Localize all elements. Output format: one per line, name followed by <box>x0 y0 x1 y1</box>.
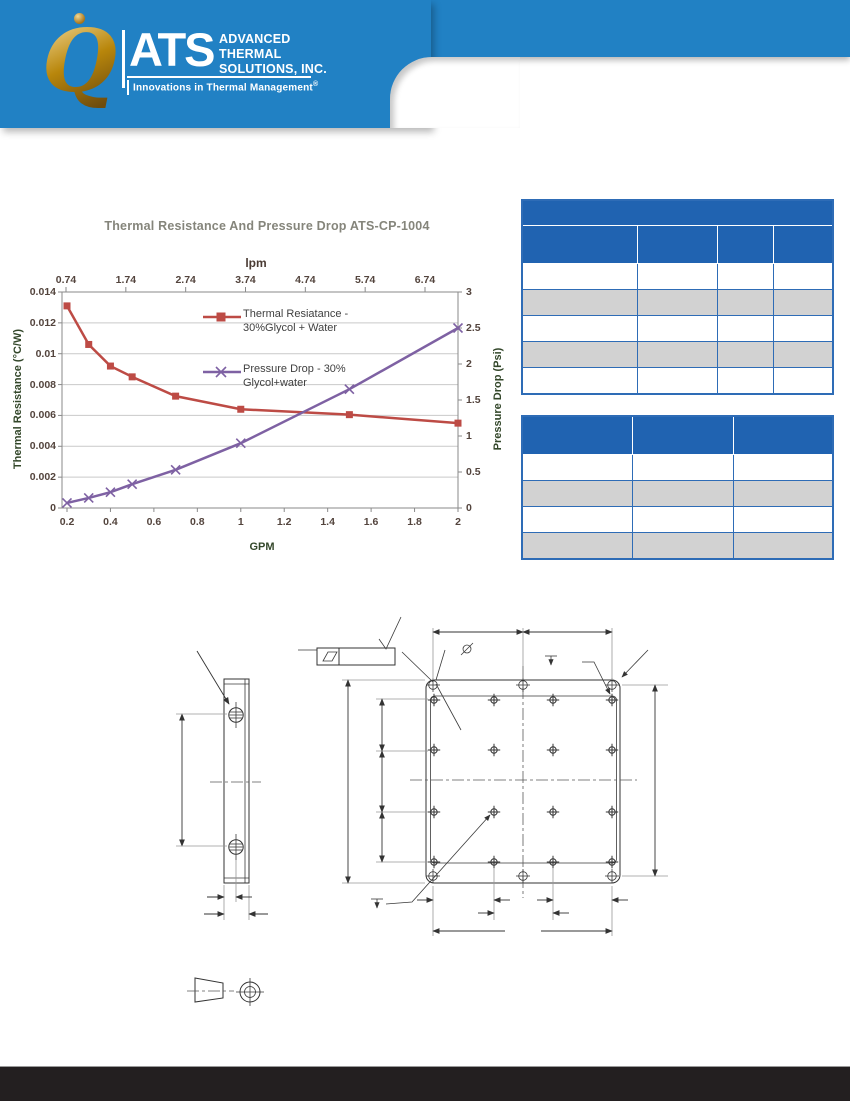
purple-line-x-marker-icon <box>203 366 241 378</box>
flatness-icon <box>322 651 338 662</box>
axis-tick-label: 2 <box>466 358 472 370</box>
table-row <box>521 480 834 507</box>
axis-tick-label: 0.5 <box>466 466 481 478</box>
axis-tick-label: 1.2 <box>276 516 292 528</box>
ats-logo: Q ATS ADVANCED THERMAL SOLUTIONS, INC. I… <box>40 10 330 115</box>
axis-tick-label: 1 <box>466 430 472 442</box>
registered-mark: ® <box>312 81 319 88</box>
red-line-square-marker-icon <box>203 312 241 322</box>
engineering-drawing <box>176 616 668 1006</box>
legend-entry-pressure-drop: Pressure Drop - 30% Glycol+water <box>203 363 348 390</box>
depth-callout-top <box>545 655 611 695</box>
spec-table-1 <box>521 199 834 395</box>
axis-tick-label: 0 <box>466 502 472 514</box>
axis-tick-label: 1.5 <box>466 394 481 406</box>
table-row <box>521 341 834 368</box>
axis-tick-label: 3.74 <box>235 274 256 286</box>
axis-tick-label: 4.74 <box>295 274 316 286</box>
table-row <box>521 263 834 290</box>
gdt-callouts <box>298 616 649 909</box>
legend-label: Thermal Resiatance - 30%Glycol + Water <box>243 308 348 335</box>
legend-label-line2: 30%Glycol + Water <box>243 321 338 334</box>
top-view <box>342 628 668 936</box>
surface-finish-icon <box>378 616 402 650</box>
axis-tick-label: 1.4 <box>320 516 335 528</box>
depth-callout-bottom <box>371 814 491 909</box>
axis-tick-label: 2.74 <box>175 274 196 286</box>
axis-tick-label: 2 <box>455 516 461 528</box>
axis-tick-label: 1.6 <box>363 516 379 528</box>
side-view <box>176 650 268 920</box>
top-axis-title: lpm <box>245 256 267 270</box>
axis-tick-label: 0.74 <box>55 274 77 286</box>
axis-tick-label: 0 <box>50 502 56 514</box>
axis-tick-label: 0.012 <box>29 316 56 329</box>
axis-tick-label: 0.2 <box>59 516 75 528</box>
axis-tick-label: 0.006 <box>29 409 56 422</box>
axis-tick-label: 0.014 <box>29 286 56 298</box>
company-name-line1: ADVANCED <box>219 32 291 46</box>
axis-tick-label: 2.5 <box>466 322 481 334</box>
logo-tagline: Innovations in Thermal Management® <box>127 80 319 96</box>
inlet-outlet-ports <box>228 702 244 860</box>
legend-label: Pressure Drop - 30% Glycol+water <box>243 363 346 390</box>
diameter-callout <box>435 642 474 731</box>
company-name-line2: THERMAL <box>219 47 282 61</box>
table2-header-row <box>521 415 834 455</box>
footer-band <box>0 1066 850 1101</box>
company-name: ADVANCED THERMAL SOLUTIONS, INC. <box>219 32 327 77</box>
table1-header-row <box>521 225 834 264</box>
chart-title: Thermal Resistance And Pressure Drop ATS… <box>104 219 430 233</box>
bottom-axis-title: GPM <box>249 541 275 553</box>
axis-tick-label: 0.008 <box>29 378 56 391</box>
legend-label-line2: Glycol+water <box>243 376 307 389</box>
axis-tick-label: 0.01 <box>35 347 56 360</box>
axis-tick-label: 1.8 <box>407 516 422 528</box>
logo-rule <box>127 76 311 78</box>
axis-tick-label: 1.74 <box>115 274 137 286</box>
chart-plot-area <box>58 287 464 512</box>
axis-tick-label: 0.002 <box>29 471 56 484</box>
legend-label-line1: Pressure Drop - 30% <box>243 363 346 375</box>
countersink-profile <box>194 977 224 1003</box>
q-icon: Q <box>42 11 117 112</box>
axis-tick-label: 0.6 <box>146 516 162 528</box>
table-row <box>521 454 834 481</box>
table-row <box>521 532 834 560</box>
axis-tick-label: 0.4 <box>103 516 118 528</box>
legend-entry-thermal-resistance: Thermal Resiatance - 30%Glycol + Water <box>203 308 348 335</box>
axis-tick-label: 0.004 <box>29 440 56 453</box>
header-band-left <box>0 0 431 128</box>
spec-table-2 <box>521 415 834 560</box>
q-dot-icon <box>74 13 85 24</box>
chart-legend: Thermal Resiatance - 30%Glycol + Water P… <box>203 308 348 390</box>
table-row <box>521 289 834 316</box>
axis-tick-label: 0.8 <box>190 516 205 528</box>
port-detail-view <box>187 977 264 1006</box>
ats-wordmark: ATS <box>129 23 216 76</box>
mounting-holes <box>426 678 619 883</box>
thermal-chart: Thermal Resistance And Pressure Drop ATS… <box>0 210 520 555</box>
axis-tick-label: 3 <box>466 286 472 298</box>
axis-tick-label: 6.74 <box>414 274 436 286</box>
flatness-feature-control-frame <box>316 647 396 666</box>
table-row <box>521 315 834 342</box>
legend-label-line1: Thermal Resiatance - <box>243 308 349 320</box>
axis-tick-label: 5.74 <box>354 274 376 286</box>
logo-divider <box>122 30 125 88</box>
company-name-line3: SOLUTIONS, INC. <box>219 62 327 76</box>
table-row <box>521 506 834 533</box>
axis-tick-label: 1 <box>237 516 244 528</box>
table-row <box>521 367 834 395</box>
diameter-icon <box>462 644 472 654</box>
table1-title-row <box>521 199 834 226</box>
header-curve-notch <box>390 57 520 128</box>
